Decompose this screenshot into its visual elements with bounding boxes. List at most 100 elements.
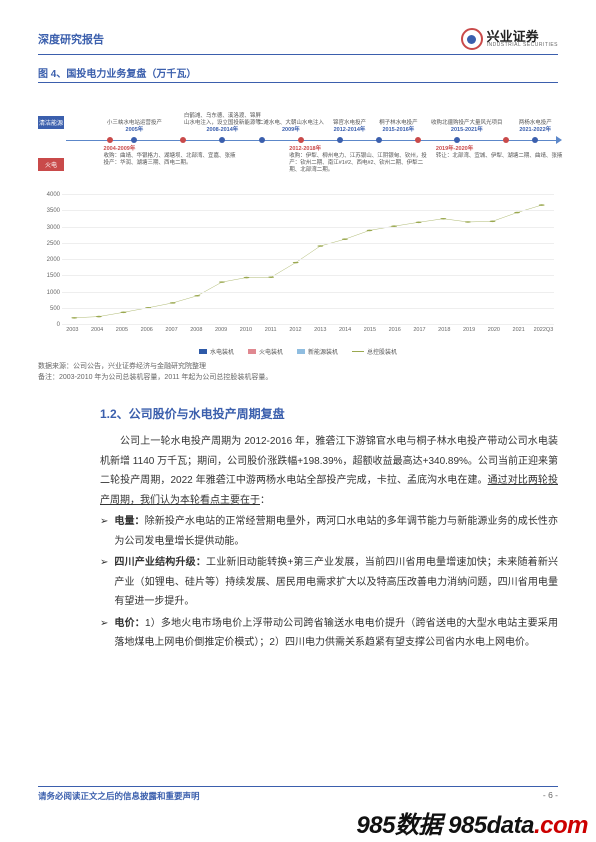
chart-xlabel: 2009 bbox=[215, 327, 227, 333]
timeline-dot bbox=[376, 137, 382, 143]
bullet-body: 四川产业结构升级：工业新旧动能转换+第三产业发展，当前四川省用电量增速加快；未来… bbox=[114, 553, 558, 612]
chart-xlabel: 2007 bbox=[165, 327, 177, 333]
figure-note: 备注：2003-2010 年为公司总装机容量，2011 年起为公司总控股装机容量… bbox=[38, 373, 558, 384]
chart-line-marker bbox=[121, 312, 127, 314]
legend-label: 水电装机 bbox=[210, 347, 234, 356]
figure-title: 图 4、国投电力业务复盘（万千瓦） bbox=[38, 69, 196, 80]
bullet-marker-icon: ➢ bbox=[100, 553, 108, 612]
timeline-dot bbox=[219, 137, 225, 143]
chart-ytick: 3000 bbox=[38, 225, 60, 231]
chart-plot-area: 2003200420052006200720082009201020112012… bbox=[62, 195, 554, 325]
chart-gridline bbox=[62, 243, 554, 244]
bullet-list: ➢电量：除新投产水电站的正常经营期电量外，两河口水电站的多年调节能力与新能源业务… bbox=[100, 512, 558, 653]
chart-xlabel: 2004 bbox=[91, 327, 103, 333]
chart-gridline bbox=[62, 210, 554, 211]
legend-item: 新能源装机 bbox=[297, 347, 338, 356]
bullet-item: ➢电量：除新投产水电站的正常经营期电量外，两河口水电站的多年调节能力与新能源业务… bbox=[100, 512, 558, 551]
chart-xlabel: 2018 bbox=[438, 327, 450, 333]
business-timeline: 清洁能源 火电 小三峡水电站运营投产2005年白鹤滩、乌东德、溪洛渡、锦屏山水电… bbox=[38, 89, 558, 191]
chart-total-line bbox=[74, 205, 541, 318]
legend-label: 火电装机 bbox=[259, 347, 283, 356]
bullet-body: 电价：1）多地火电市场电价上浮带动公司跨省输送水电电价提升（跨省送电的大型水电站… bbox=[114, 614, 558, 653]
footer-disclaimer: 请务必阅读正文之后的信息披露和重要声明 bbox=[38, 790, 200, 802]
chart-xlabel: 2019 bbox=[463, 327, 475, 333]
timeline-arrow-icon bbox=[556, 136, 562, 144]
timeline-upper-label: 小三峡水电站运营投产2005年 bbox=[94, 120, 174, 134]
chart-gridline bbox=[62, 194, 554, 195]
chart-xlabel: 2017 bbox=[413, 327, 425, 333]
timeline-dot bbox=[337, 137, 343, 143]
timeline-dot bbox=[454, 137, 460, 143]
chart-xlabel: 2010 bbox=[240, 327, 252, 333]
footer-page-number: - 6 - bbox=[543, 790, 558, 802]
section-body: 公司上一轮水电投产周期为 2012-2016 年，雅砻江下游锦官水电与桐子林水电… bbox=[100, 432, 558, 510]
legend-item: 总控股装机 bbox=[352, 347, 397, 356]
figure-source: 数据来源：公司公告，兴业证券经济与金融研究院整理 bbox=[38, 362, 558, 373]
timeline-dot bbox=[415, 137, 421, 143]
timeline-dot bbox=[532, 137, 538, 143]
legend-swatch bbox=[248, 349, 256, 354]
chart-gridline bbox=[62, 227, 554, 228]
watermark: 985数据 985data.com bbox=[356, 805, 588, 840]
section-heading: 1.2、公司股价与水电投产周期复盘 bbox=[100, 405, 558, 422]
capacity-chart: 2003 2004 2005 2006 2007 2008 2009 2010 2011 2012… bbox=[38, 195, 558, 343]
chart-line-marker bbox=[317, 245, 323, 247]
chart-xlabel: 2011 bbox=[265, 327, 277, 333]
logo-en: INDUSTRIAL SECURITIES bbox=[487, 43, 558, 48]
chart-ytick: 4000 bbox=[38, 192, 60, 198]
chart-xlabel: 2013 bbox=[314, 327, 326, 333]
page-footer: 请务必阅读正文之后的信息披露和重要声明 - 6 - bbox=[38, 786, 558, 802]
figure-source-block: 数据来源：公司公告，兴业证券经济与金融研究院整理 备注：2003-2010 年为… bbox=[38, 362, 558, 383]
bullet-item: ➢电价：1）多地火电市场电价上浮带动公司跨省输送水电电价提升（跨省送电的大型水电… bbox=[100, 614, 558, 653]
chart-xlabel: 2012 bbox=[289, 327, 301, 333]
report-type: 深度研究报告 bbox=[38, 31, 104, 47]
chart-gridline bbox=[62, 324, 554, 325]
chart-ytick: 500 bbox=[38, 306, 60, 312]
chart-xlabel: 2005 bbox=[116, 327, 128, 333]
timeline-fire-label: 火电 bbox=[38, 158, 64, 171]
chart-ytick: 2500 bbox=[38, 241, 60, 247]
chart-xlabel: 2021 bbox=[513, 327, 525, 333]
bullet-marker-icon: ➢ bbox=[100, 614, 108, 653]
chart-line-marker bbox=[416, 222, 422, 224]
chart-line-marker bbox=[194, 295, 200, 297]
chart-ytick: 2000 bbox=[38, 257, 60, 263]
chart-gridline bbox=[62, 259, 554, 260]
chart-line-marker bbox=[342, 238, 348, 240]
chart-line-overlay bbox=[62, 195, 554, 325]
watermark-a: 985数据 bbox=[356, 812, 442, 839]
chart-gridline bbox=[62, 308, 554, 309]
timeline-dot bbox=[180, 137, 186, 143]
chart-line-marker bbox=[539, 204, 545, 206]
timeline-clean-label: 清洁能源 bbox=[38, 116, 64, 129]
page-header: 深度研究报告 兴业证券 INDUSTRIAL SECURITIES bbox=[38, 28, 558, 55]
timeline-dot bbox=[107, 137, 113, 143]
chart-xlabel: 2008 bbox=[190, 327, 202, 333]
chart-xlabel: 2003 bbox=[66, 327, 78, 333]
chart-ytick: 0 bbox=[38, 322, 60, 328]
para-tail: ： bbox=[260, 495, 270, 506]
chart-xlabel: 2022Q3 bbox=[534, 327, 554, 333]
chart-line-marker bbox=[367, 230, 373, 232]
chart-xlabel: 2015 bbox=[364, 327, 376, 333]
timeline-lower-label: 2012-2018年收购：伊犁、柳州电力、江苏银山、江阴银甸、钦州，投产：钦州二… bbox=[289, 146, 429, 174]
timeline-dot bbox=[503, 137, 509, 143]
chart-ytick: 3500 bbox=[38, 208, 60, 214]
legend-swatch bbox=[297, 349, 305, 354]
timeline-dot bbox=[259, 137, 265, 143]
watermark-c: .com bbox=[534, 812, 588, 839]
chart-legend: 水电装机 火电装机 新能源装机 总控股装机 bbox=[38, 347, 558, 356]
timeline-lower-label: 2004-2009年收购：曲靖、华银格力、湖塘坝、北部湾、宜嘉、张掖投产：华润、… bbox=[104, 146, 244, 167]
chart-ytick: 1500 bbox=[38, 273, 60, 279]
chart-line-marker bbox=[219, 281, 225, 283]
chart-ytick: 1000 bbox=[38, 290, 60, 296]
chart-xlabel: 2016 bbox=[389, 327, 401, 333]
chart-line-marker bbox=[268, 276, 274, 278]
chart-line-marker bbox=[490, 221, 496, 223]
chart-xlabel: 2006 bbox=[141, 327, 153, 333]
timeline-lower-label: 2019年-2020年转让：北部湾、宜城、伊犁、湖塘二期、曲靖、张掖 bbox=[436, 146, 576, 160]
chart-line-marker bbox=[514, 212, 520, 214]
legend-swatch bbox=[199, 349, 207, 354]
timeline-upper-label: 两杨水电投产2021-2022年 bbox=[495, 120, 575, 134]
timeline-dot bbox=[131, 137, 137, 143]
